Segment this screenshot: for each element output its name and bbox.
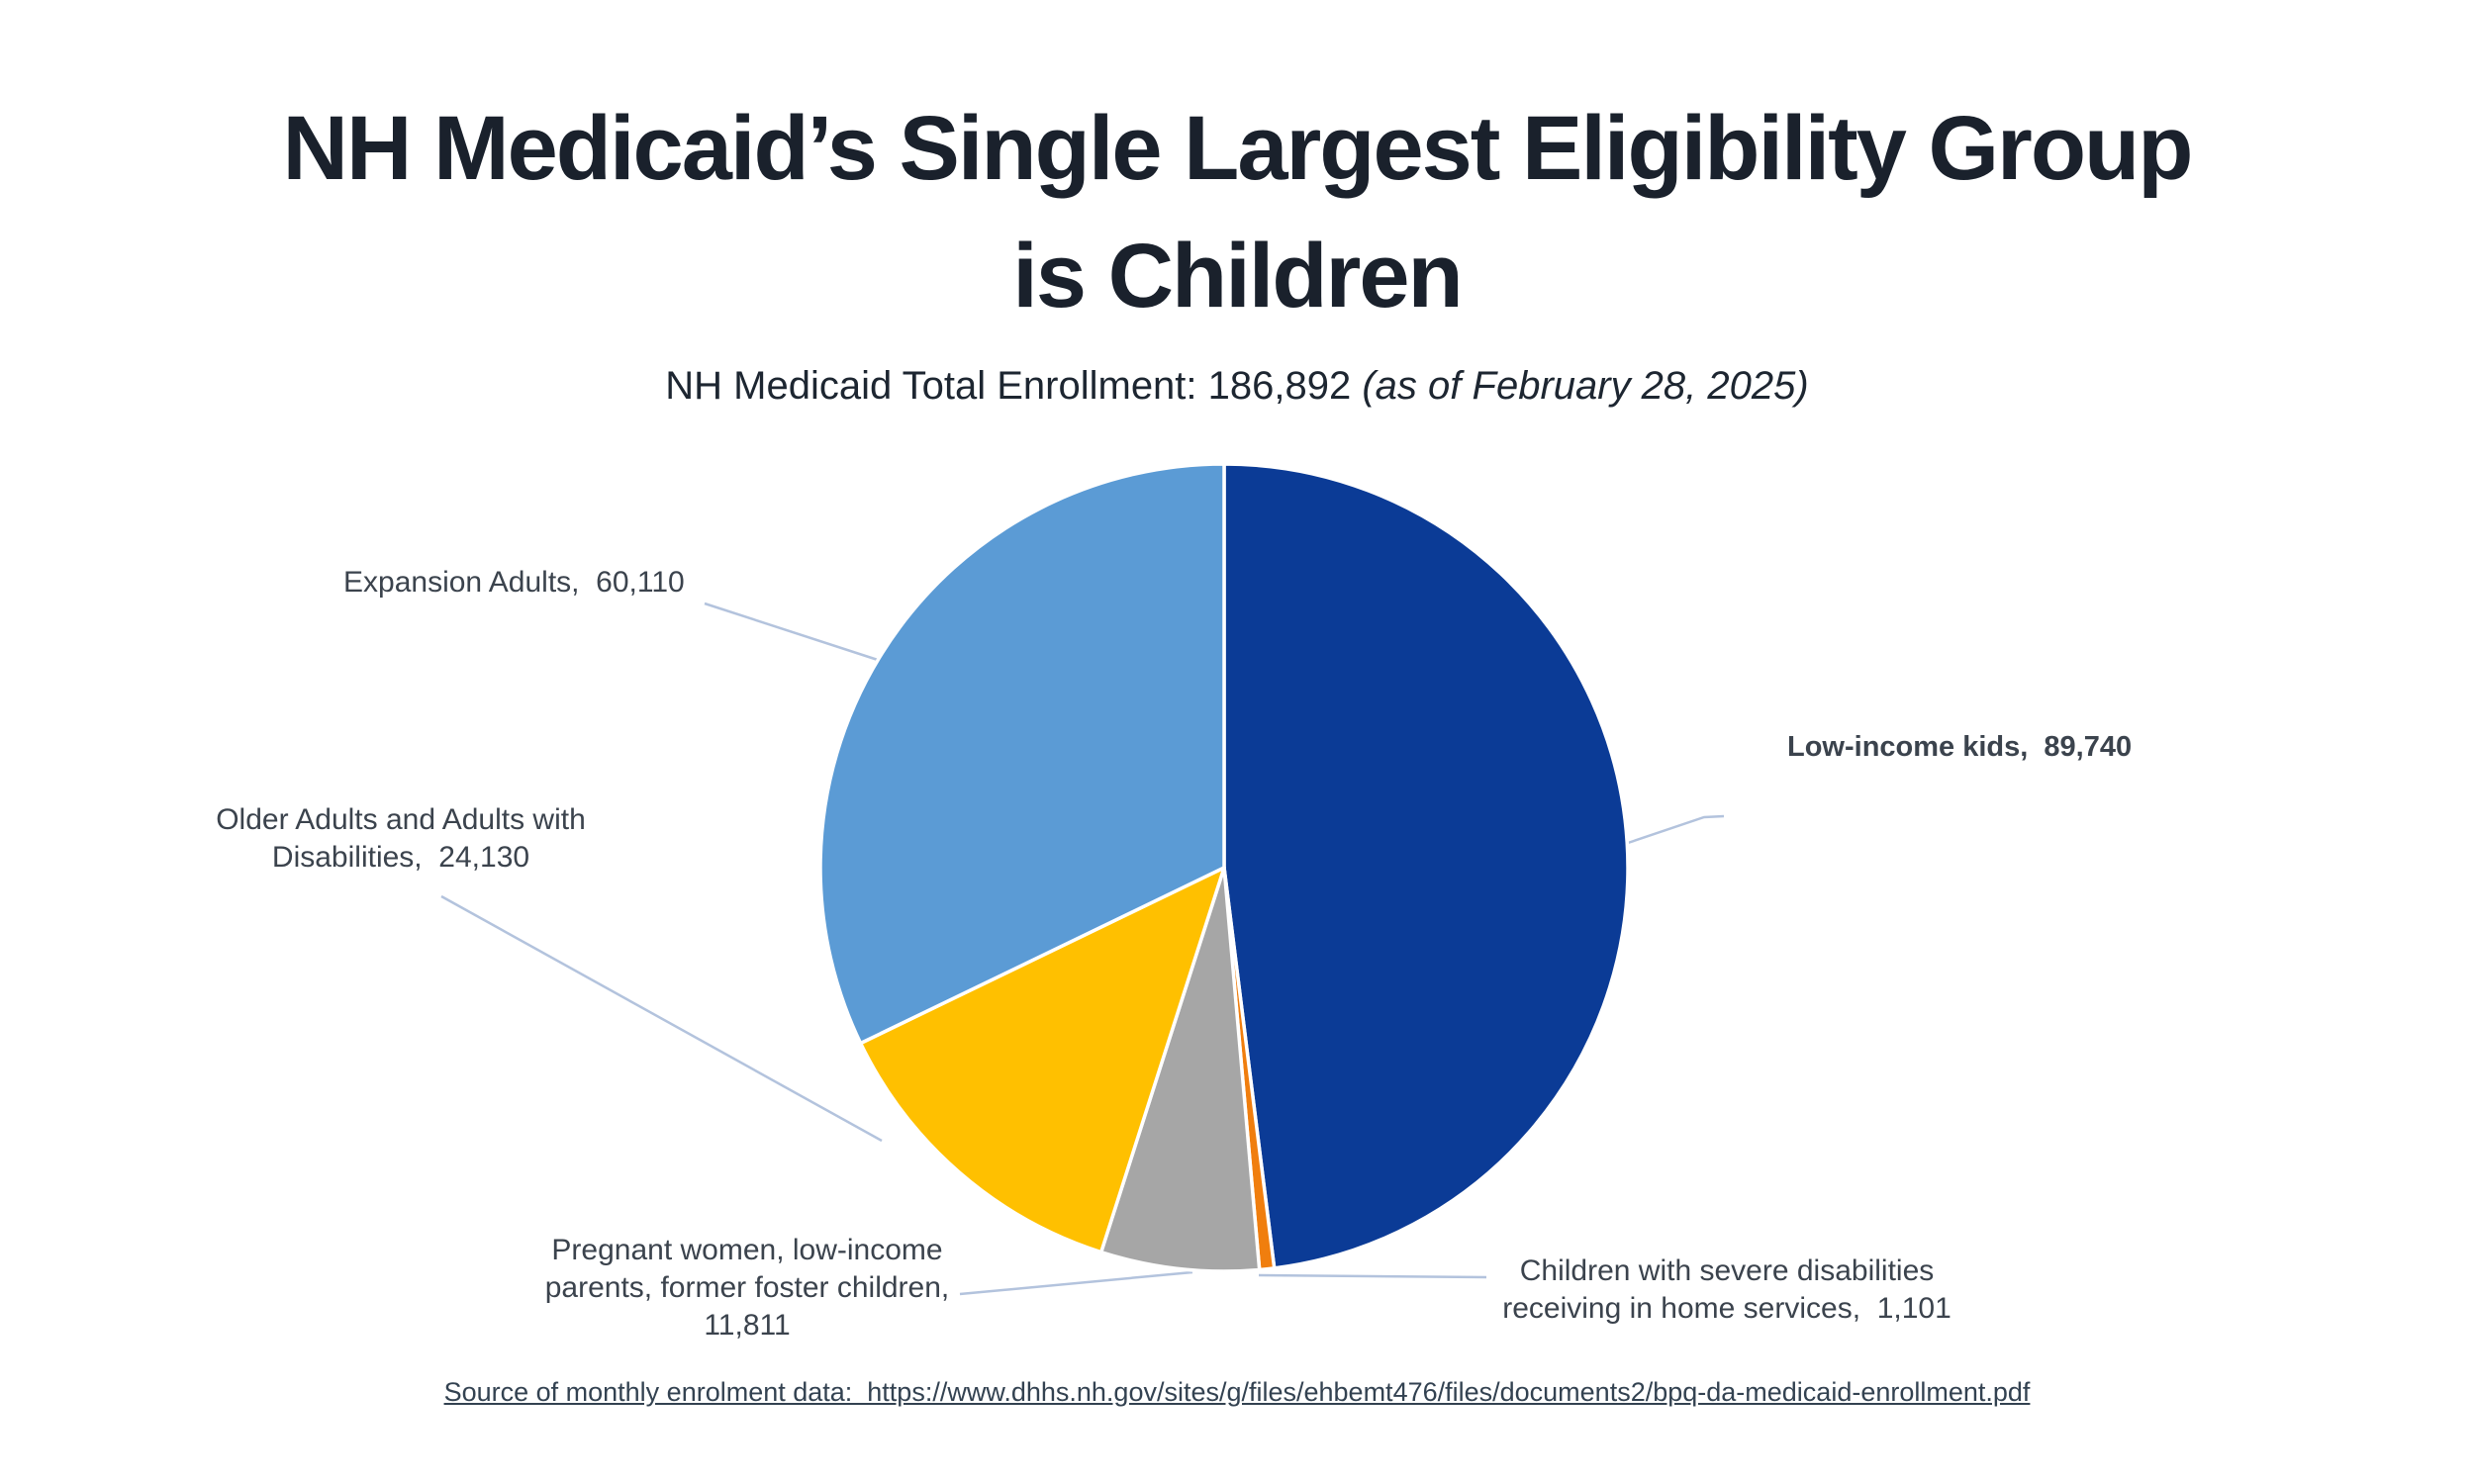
leader-line-older-adults (440, 894, 883, 1143)
pie-slice-low-income-kids (1222, 462, 1630, 1270)
pie-slice-pregnant-women-parents-foster (1098, 866, 1262, 1273)
callout-older-adults: Older Adults and Adults with Disabilitie… (216, 803, 586, 875)
callout-pregnant-women: Pregnant women, low-income parents, form… (544, 1234, 950, 1343)
callout-expansion-adults: Expansion Adults, 60,110 (343, 566, 685, 599)
subtitle-note: (as of February 28, 2025) (1362, 364, 1809, 408)
leader-line-pregnant-women (959, 1270, 1193, 1296)
subtitle-text: NH Medicaid Total Enrollment: 186,892 (665, 364, 1363, 408)
pie-slice-expansion-adults (818, 462, 1226, 1046)
leader-line-low-income-kids (1627, 814, 1725, 845)
source-link[interactable]: Source of monthly enrolment data: https:… (443, 1377, 2031, 1407)
chart-title: NH Medicaid’s Single Largest Eligibility… (0, 85, 2474, 340)
title-line-2: is Children (1012, 225, 1463, 326)
callout-children-severe: Children with severe disabilities receiv… (1502, 1254, 1951, 1326)
leader-line-children-severe (1258, 1273, 1487, 1279)
chart-subtitle: NH Medicaid Total Enrollment: 186,892 (a… (0, 362, 2474, 410)
leader-line-expansion-adults (704, 602, 882, 663)
pie-chart (818, 462, 1630, 1273)
title-line-1: NH Medicaid’s Single Largest Eligibility… (282, 98, 2194, 199)
callout-low-income-kids: Low-income kids, 89,740 (1787, 731, 2133, 763)
pie-slice-older-adults-disabilities (858, 866, 1226, 1254)
